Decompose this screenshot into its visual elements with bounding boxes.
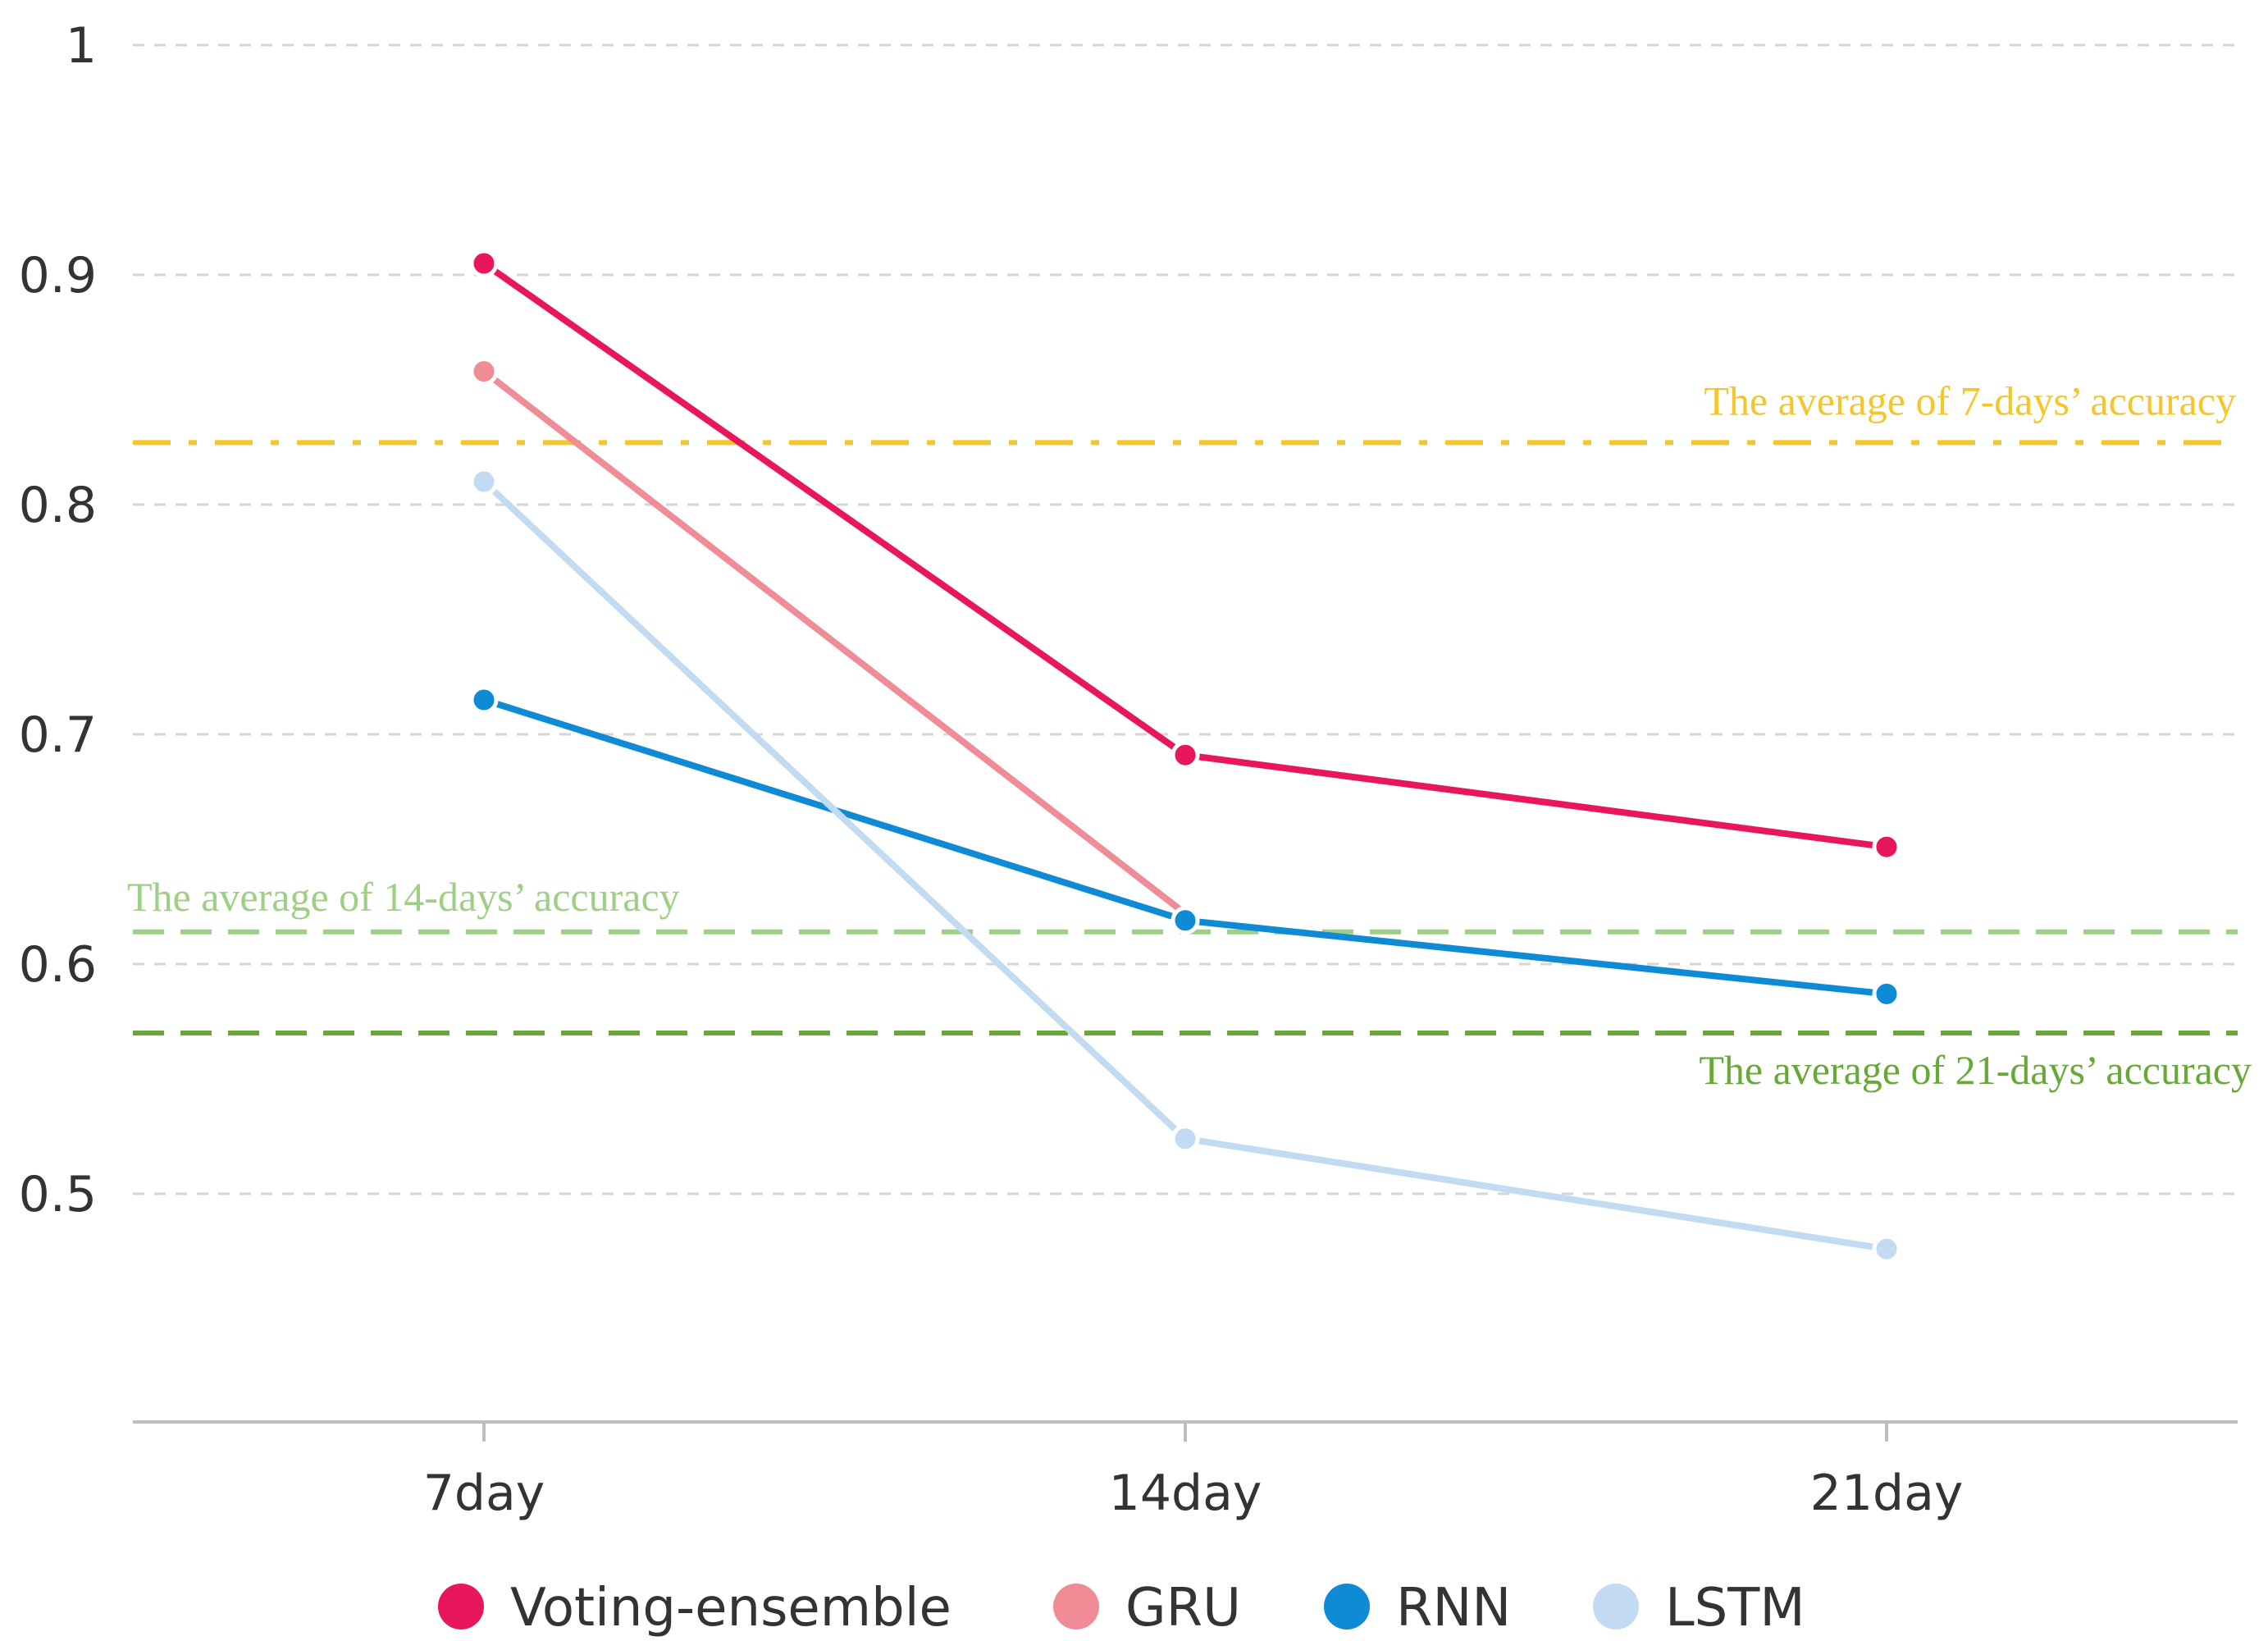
legend-item-gru: GRU (1053, 1578, 1241, 1639)
x-axis-ticks: 7day 14day 21day (423, 1422, 1964, 1522)
legend-marker (1053, 1584, 1099, 1630)
legend-marker (1324, 1584, 1370, 1630)
data-point (1872, 1234, 1901, 1264)
legend-marker (438, 1584, 484, 1630)
y-tick-label: 0.5 (19, 1166, 97, 1223)
series-line (481, 368, 1189, 917)
data-point (1171, 740, 1200, 770)
reference-line-label: The average of 7-days’ accuracy (1704, 377, 2236, 423)
data-point (469, 467, 499, 496)
series-voting-ensemble (469, 249, 1901, 862)
legend-label: GRU (1125, 1578, 1241, 1639)
data-point (469, 357, 499, 386)
legend-label: LSTM (1665, 1578, 1805, 1639)
series-gru (469, 357, 1189, 917)
reference-line-label: The average of 21-days’ accuracy (1699, 1047, 2252, 1093)
reference-line-label: The average of 14-days’ accuracy (127, 874, 680, 920)
legend-label: RNN (1396, 1578, 1511, 1639)
x-tick-label: 7day (423, 1465, 545, 1522)
x-tick-label: 21day (1810, 1465, 1964, 1522)
y-tick-label: 1 (66, 17, 97, 75)
legend-label: Voting-ensemble (510, 1578, 951, 1639)
reference-lines: The average of 7-days’ accuracy The avera… (127, 377, 2252, 1093)
legend-item-voting-ensemble: Voting-ensemble (438, 1578, 951, 1639)
legend: Voting-ensemble GRU RNN LSTM (438, 1578, 1805, 1639)
data-point (1171, 1124, 1200, 1154)
data-point (469, 685, 499, 715)
legend-item-rnn: RNN (1324, 1578, 1511, 1639)
y-tick-label: 0.7 (19, 706, 97, 764)
data-point (1872, 832, 1901, 862)
gridlines (133, 43, 2238, 1195)
y-axis-ticks: 0.5 0.6 0.7 0.8 0.9 1 (19, 17, 97, 1223)
data-point (469, 249, 499, 278)
x-tick-label: 14day (1109, 1465, 1262, 1522)
series-lstm (469, 467, 1901, 1264)
series-rnn (469, 685, 1901, 1008)
legend-item-lstm: LSTM (1593, 1578, 1805, 1639)
y-tick-label: 0.8 (19, 477, 97, 534)
y-tick-label: 0.6 (19, 936, 97, 994)
data-series (469, 249, 1901, 1264)
y-tick-label: 0.9 (19, 247, 97, 304)
data-point (1171, 906, 1200, 935)
data-point (1872, 979, 1901, 1008)
legend-marker (1593, 1584, 1639, 1630)
